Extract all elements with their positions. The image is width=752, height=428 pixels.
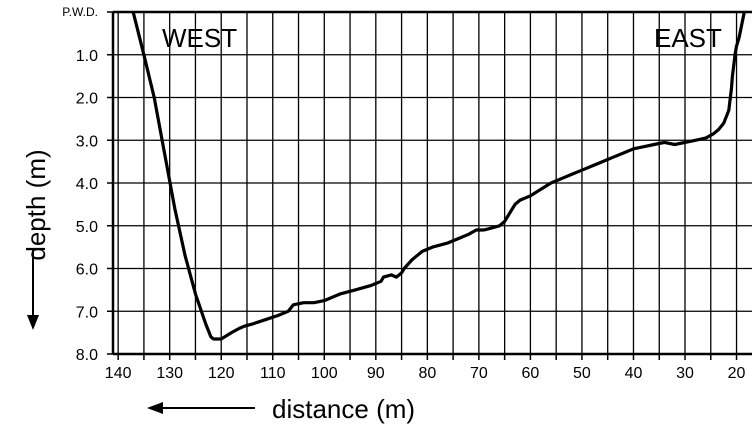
profile-line-group (131, 12, 746, 341)
y-tick-label: 2.0 (76, 91, 98, 108)
y-tick-labels: P.W.D. 1.0 2.0 3.0 4.0 5.0 6.0 7.0 8.0 (62, 5, 98, 364)
y-tick-label-pwd: P.W.D. (62, 5, 98, 19)
x-axis-arrow-icon (147, 402, 163, 414)
y-axis-arrow-icon (27, 315, 39, 330)
x-tick-label: 80 (418, 365, 436, 382)
y-tick-label: 4.0 (76, 176, 98, 193)
y-axis-title: depth (m) (21, 149, 51, 260)
east-label: EAST (654, 23, 722, 53)
y-tick-label: 7.0 (76, 304, 98, 321)
depth-profile-line (131, 12, 746, 341)
x-tick-label: 20 (728, 365, 746, 382)
x-tick-label: 110 (260, 365, 286, 382)
x-tick-label: 50 (573, 365, 591, 382)
x-tick-label: 130 (156, 365, 183, 382)
y-tick-label: 1.0 (76, 48, 98, 65)
y-tick-label: 8.0 (76, 347, 98, 364)
x-tick-label: 70 (470, 365, 488, 382)
x-tick-label: 120 (208, 365, 235, 382)
x-tick-label: 100 (311, 365, 338, 382)
x-tick-labels: 140 130 120 110 100 90 80 70 60 50 40 30 20 (105, 365, 746, 382)
y-tick-label: 6.0 (76, 262, 98, 279)
y-tick-label: 3.0 (76, 133, 98, 150)
west-label: WEST (162, 23, 237, 53)
y-tick-label: 5.0 (76, 219, 98, 236)
x-tick-label: 60 (522, 365, 540, 382)
x-tick-label: 140 (105, 365, 132, 382)
grid (113, 11, 752, 355)
x-tick-label: 30 (676, 365, 694, 382)
plot-frame (107, 10, 752, 360)
x-axis-title: distance (m) (272, 394, 415, 424)
x-tick-label: 40 (625, 365, 643, 382)
x-tick-label: 90 (367, 365, 385, 382)
